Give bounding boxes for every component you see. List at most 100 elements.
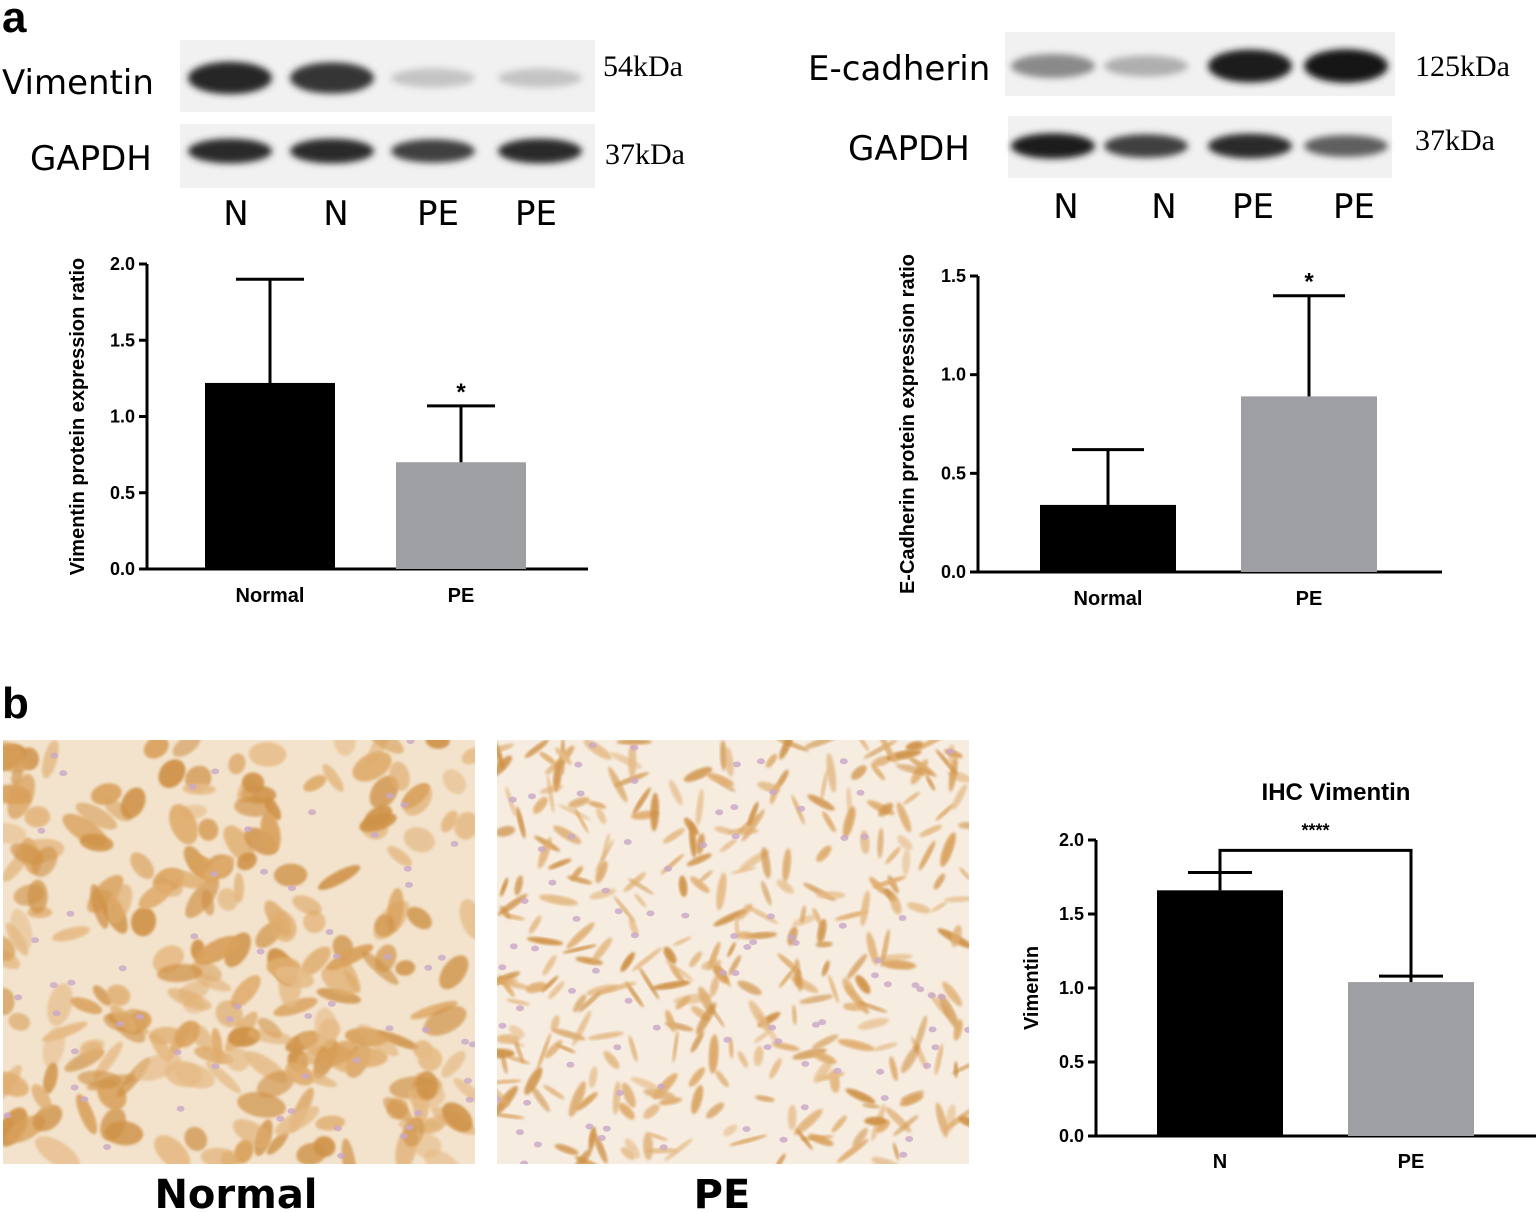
cell-nucleus — [66, 910, 75, 917]
stained-cell — [93, 1041, 123, 1080]
stained-cell — [720, 740, 727, 771]
y-tick-label: 0.0 — [941, 562, 966, 582]
stained-cell — [860, 890, 870, 927]
cell-nucleus — [80, 1096, 89, 1103]
stained-cell — [729, 1134, 767, 1146]
stained-cell — [826, 753, 837, 793]
stained-cell — [643, 1132, 654, 1161]
stained-cell — [576, 1092, 598, 1111]
blot-bands — [1011, 49, 1388, 159]
cell-nucleus — [874, 957, 883, 964]
cell-nucleus — [327, 1000, 336, 1007]
stained-cell — [870, 763, 886, 781]
stained-cell — [442, 769, 467, 795]
micrograph-caption-normal: Normal — [154, 1172, 317, 1213]
stained-cell — [723, 1124, 738, 1137]
stained-cell — [817, 1071, 845, 1081]
stained-cell — [461, 747, 475, 765]
stained-cell — [439, 955, 469, 990]
stained-cell — [41, 740, 59, 779]
stained-cell — [32, 1104, 63, 1132]
cell-nucleus — [67, 979, 76, 986]
lane-label: N — [323, 194, 348, 234]
lane-label: PE — [1232, 187, 1274, 227]
cell-nucleus — [601, 887, 610, 894]
stained-cell — [658, 1097, 682, 1106]
stained-cell — [247, 1028, 294, 1045]
stained-cell — [3, 1064, 22, 1102]
stained-cell — [727, 828, 759, 835]
blot-bands — [188, 61, 582, 164]
cell-nucleus — [450, 840, 459, 847]
stained-cell — [241, 772, 265, 794]
stained-cell — [938, 993, 960, 1029]
stained-cell — [525, 981, 547, 994]
stained-cell — [198, 818, 219, 841]
cell-nucleus — [385, 1025, 394, 1032]
stained-cell — [568, 797, 590, 808]
stained-cell — [514, 875, 523, 896]
stained-cell — [782, 848, 792, 882]
stained-cell — [866, 931, 878, 966]
stained-cell — [745, 931, 778, 939]
stained-cell — [620, 1147, 635, 1160]
cell-nucleus — [498, 1022, 507, 1029]
stained-cell — [387, 846, 413, 867]
category-label: PE — [1398, 1151, 1425, 1173]
stained-cell — [275, 966, 315, 989]
cell-nucleus — [797, 805, 806, 812]
control-band — [1208, 133, 1292, 159]
cell-nucleus — [769, 789, 778, 796]
cell-nucleus — [406, 740, 415, 745]
cell-nucleus — [730, 933, 739, 939]
stained-cell — [497, 825, 516, 837]
stained-cell — [90, 783, 122, 805]
category-label: PE — [1296, 588, 1323, 610]
bar — [1348, 982, 1474, 1136]
stained-cell — [872, 876, 907, 889]
bar — [1157, 890, 1283, 1136]
stained-cell — [402, 1116, 425, 1147]
stained-cell — [804, 740, 839, 749]
stained-cell — [881, 960, 917, 970]
stained-cell — [779, 740, 795, 760]
cell-nucleus — [370, 832, 379, 838]
cell-nucleus — [304, 1013, 313, 1019]
stained-cell — [260, 812, 281, 853]
stained-cell — [70, 997, 103, 1014]
cell-nucleus — [898, 915, 907, 921]
stained-cell — [761, 880, 772, 906]
stained-cell — [885, 1107, 912, 1133]
cell-nucleus — [743, 944, 752, 950]
control-band — [290, 138, 374, 164]
cell-nucleus — [818, 1019, 827, 1026]
stained-cell — [608, 766, 628, 803]
cell-nucleus — [468, 1041, 475, 1048]
stained-cell — [248, 741, 287, 767]
stained-cell — [953, 1061, 959, 1078]
blot-protein-kda: 54kDa — [603, 50, 683, 83]
stained-cell — [958, 821, 969, 830]
stained-cell — [610, 752, 643, 769]
stained-cell — [646, 1132, 668, 1141]
cell-nucleus — [923, 1062, 932, 1069]
stained-cell — [333, 740, 356, 756]
stained-cell — [75, 802, 118, 830]
stained-cell — [672, 1030, 679, 1063]
blot-control-kda: 37kDa — [1415, 124, 1495, 157]
stained-cell — [774, 1153, 786, 1164]
stained-cell — [167, 987, 212, 1011]
stained-cell — [326, 944, 374, 971]
cell-nucleus — [173, 1049, 182, 1056]
stained-cell — [454, 811, 475, 840]
control-band — [498, 138, 582, 164]
stained-cell — [169, 803, 198, 845]
stained-cell — [274, 1106, 320, 1136]
stained-cell — [755, 1095, 775, 1102]
stained-cell — [717, 964, 731, 987]
cell-nucleus — [871, 972, 879, 979]
stained-cell — [689, 951, 702, 968]
lane-label: PE — [1333, 187, 1375, 227]
stained-cell — [300, 946, 331, 976]
cell-nucleus — [613, 1044, 622, 1051]
